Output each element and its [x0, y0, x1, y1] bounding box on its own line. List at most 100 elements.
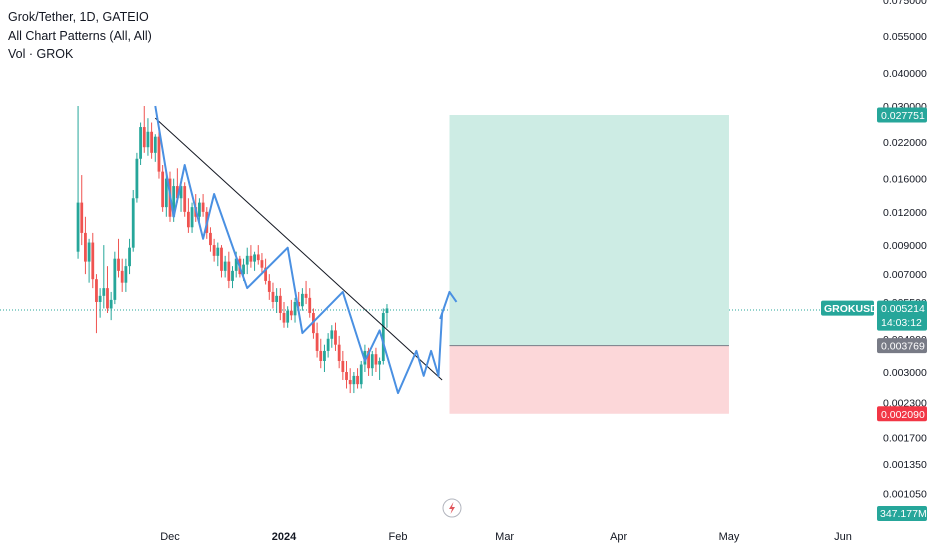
indicator-title[interactable]: All Chart Patterns (All, All) — [8, 28, 152, 43]
volume-badge: 347.177M — [880, 508, 927, 520]
candle-body[interactable] — [91, 242, 95, 280]
candle-body[interactable] — [175, 186, 179, 199]
candle-body[interactable] — [242, 264, 245, 275]
candle-body[interactable] — [220, 247, 223, 271]
candle-body[interactable] — [87, 242, 91, 262]
candle-body[interactable] — [326, 338, 330, 351]
candle-body[interactable] — [359, 364, 363, 385]
pattern-overlays[interactable] — [154, 105, 458, 395]
candle-body[interactable] — [348, 379, 352, 385]
candle-body[interactable] — [124, 266, 128, 283]
candle-body[interactable] — [367, 350, 370, 369]
candlestick-series[interactable] — [76, 106, 389, 394]
candle-body[interactable] — [370, 354, 374, 369]
candle-body[interactable] — [275, 295, 279, 302]
candle-body[interactable] — [76, 202, 80, 252]
candle-body[interactable] — [131, 198, 135, 248]
candle-body[interactable] — [315, 333, 319, 351]
candle-body[interactable] — [153, 136, 157, 153]
candle-body[interactable] — [172, 186, 176, 217]
candle-body[interactable] — [142, 127, 146, 148]
candle-body[interactable] — [102, 288, 106, 296]
candle-body[interactable] — [183, 186, 187, 212]
candle-body[interactable] — [319, 350, 323, 361]
candle-body[interactable] — [256, 254, 260, 261]
candle-body[interactable] — [120, 270, 124, 283]
pattern-arrow[interactable] — [439, 290, 458, 320]
flash-icon[interactable] — [442, 498, 462, 518]
volume-title[interactable]: Vol · GROK — [8, 47, 74, 61]
candle-body[interactable] — [381, 312, 385, 361]
candle-body[interactable] — [264, 267, 268, 281]
symbol-title[interactable]: Grok/Tether, 1D, GATEIO — [8, 10, 149, 24]
candle-body[interactable] — [216, 247, 220, 256]
time-axis[interactable]: Dec 2024 Feb Mar Apr May Jun — [160, 531, 852, 543]
candle-body[interactable] — [135, 158, 139, 199]
target-zone[interactable] — [449, 115, 729, 346]
candle-body[interactable] — [106, 288, 109, 309]
candle-body[interactable] — [253, 254, 256, 262]
candle-body[interactable] — [179, 186, 183, 199]
candle-body[interactable] — [117, 258, 120, 271]
candle-body[interactable] — [345, 372, 348, 380]
candle-body[interactable] — [249, 255, 253, 262]
candle-body[interactable] — [330, 330, 334, 339]
pattern-zigzag[interactable] — [154, 105, 444, 395]
candle-body[interactable] — [245, 255, 249, 265]
position-zones[interactable] — [449, 115, 729, 414]
candle-body[interactable] — [378, 360, 382, 365]
candle-body[interactable] — [356, 375, 359, 385]
candle-body[interactable] — [113, 258, 117, 300]
candle-body[interactable] — [234, 258, 238, 271]
candle-body[interactable] — [337, 344, 341, 361]
trendline[interactable] — [154, 117, 443, 381]
candle-body[interactable] — [231, 270, 234, 281]
chart-legend: Grok/Tether, 1D, GATEIO All Chart Patter… — [8, 8, 152, 64]
candle-body[interactable] — [341, 360, 345, 372]
y-tick-label: 0.040000 — [883, 68, 927, 80]
candle-body[interactable] — [297, 301, 301, 307]
candle-body[interactable] — [198, 202, 201, 217]
last-price-badge: 0.005214 — [881, 303, 925, 315]
candle-body[interactable] — [146, 131, 150, 148]
candle-body[interactable] — [150, 131, 154, 153]
candle-body[interactable] — [139, 127, 142, 159]
candle-body[interactable] — [84, 232, 87, 262]
y-tick-label: 0.007000 — [883, 269, 927, 281]
candle-body[interactable] — [260, 260, 264, 268]
candle-body[interactable] — [95, 279, 98, 302]
candle-body[interactable] — [212, 245, 216, 256]
candle-body[interactable] — [289, 310, 293, 316]
candle-body[interactable] — [308, 297, 312, 313]
candle-body[interactable] — [323, 350, 326, 361]
candle-body[interactable] — [164, 178, 168, 208]
candle-body[interactable] — [157, 136, 161, 172]
candle-body[interactable] — [286, 310, 290, 323]
candle-body[interactable] — [300, 293, 304, 307]
candle-body[interactable] — [271, 291, 275, 302]
candle-body[interactable] — [209, 232, 212, 246]
candle-body[interactable] — [109, 299, 113, 309]
candle-body[interactable] — [267, 280, 271, 292]
y-tick-label: 0.001700 — [883, 433, 927, 445]
candle-body[interactable] — [128, 247, 131, 267]
candle-body[interactable] — [334, 330, 337, 345]
candle-body[interactable] — [190, 207, 194, 228]
candle-body[interactable] — [293, 301, 297, 316]
candle-body[interactable] — [278, 295, 282, 313]
candle-body[interactable] — [227, 261, 231, 281]
candle-body[interactable] — [304, 293, 308, 298]
candle-body[interactable] — [385, 308, 389, 313]
candle-body[interactable] — [186, 211, 190, 228]
candle-body[interactable] — [161, 171, 165, 208]
candle-body[interactable] — [98, 295, 102, 302]
candle-body[interactable] — [282, 312, 286, 323]
stop-zone[interactable] — [449, 345, 729, 414]
candle-body[interactable] — [80, 202, 84, 233]
candle-body[interactable] — [352, 375, 356, 385]
candle-body[interactable] — [374, 354, 378, 365]
candle-body[interactable] — [223, 261, 227, 271]
candle-body[interactable] — [201, 202, 205, 212]
price-axis[interactable]: 0.0750000.0550000.0400000.0300000.022000… — [883, 0, 927, 500]
